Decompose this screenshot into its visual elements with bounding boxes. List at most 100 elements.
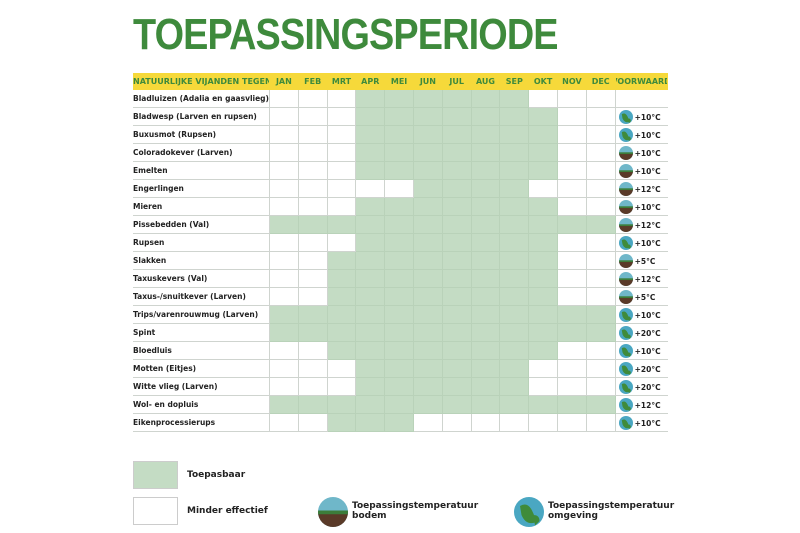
cell-applicable bbox=[385, 234, 414, 252]
cell-applicable bbox=[586, 306, 616, 324]
cell-applicable bbox=[500, 162, 530, 180]
cell-applicable bbox=[529, 324, 558, 342]
cell-applicable bbox=[471, 234, 501, 252]
cell-less-effective bbox=[270, 198, 299, 216]
icon-bodem bbox=[618, 218, 633, 232]
icon-bodem bbox=[318, 497, 348, 527]
cell-applicable bbox=[442, 252, 472, 270]
row-name: Buxusmot (Rupsen) bbox=[133, 126, 270, 144]
cell-less-effective bbox=[270, 288, 299, 306]
cell-less-effective bbox=[327, 234, 357, 252]
cell-applicable bbox=[586, 324, 616, 342]
cell-applicable bbox=[442, 234, 472, 252]
cell-less-effective bbox=[298, 378, 328, 396]
cell-less-effective bbox=[298, 288, 328, 306]
row-name: Mieren bbox=[133, 198, 270, 216]
row-name: Bloedluis bbox=[133, 342, 270, 360]
cell-less-effective bbox=[586, 198, 616, 216]
cell-applicable bbox=[356, 378, 386, 396]
cell-less-effective bbox=[558, 342, 587, 360]
cell-applicable bbox=[385, 270, 414, 288]
cell-applicable bbox=[442, 378, 472, 396]
cell-applicable bbox=[471, 270, 501, 288]
cell-less-effective bbox=[558, 360, 587, 378]
temperature: +12°C bbox=[634, 184, 661, 194]
cell-less-effective bbox=[270, 234, 299, 252]
cell-applicable bbox=[327, 306, 357, 324]
legend-text: Minder effectief bbox=[187, 506, 268, 516]
header-cell: MRT bbox=[327, 73, 357, 90]
cell-applicable bbox=[414, 144, 443, 162]
cell-applicable bbox=[471, 90, 501, 108]
cell-applicable bbox=[500, 306, 530, 324]
header-cell: JAN bbox=[270, 73, 299, 90]
cell-applicable bbox=[385, 108, 414, 126]
cell-applicable bbox=[471, 126, 501, 144]
condition-cell bbox=[615, 144, 668, 162]
cell-applicable bbox=[471, 288, 501, 306]
cell-applicable bbox=[529, 234, 558, 252]
cell-applicable bbox=[356, 288, 386, 306]
cell-less-effective bbox=[327, 144, 357, 162]
cell-applicable bbox=[414, 162, 443, 180]
cell-applicable bbox=[385, 396, 414, 414]
condition-cell bbox=[615, 396, 668, 414]
condition-cell bbox=[615, 270, 668, 288]
cell-applicable bbox=[385, 378, 414, 396]
cell-applicable bbox=[500, 288, 530, 306]
cell-less-effective bbox=[298, 360, 328, 378]
cell-less-effective bbox=[586, 378, 616, 396]
cell-less-effective bbox=[558, 126, 587, 144]
cell-less-effective bbox=[270, 126, 299, 144]
icon-bodem bbox=[618, 254, 633, 268]
cell-less-effective bbox=[529, 360, 558, 378]
cell-less-effective bbox=[298, 414, 328, 432]
icon-omgeving bbox=[618, 326, 633, 340]
icon-omgeving bbox=[618, 308, 633, 322]
cell-less-effective bbox=[586, 144, 616, 162]
header-cell: VOORWAARD bbox=[615, 73, 668, 90]
cell-applicable bbox=[471, 396, 501, 414]
header-cell: JUN bbox=[414, 73, 443, 90]
header-cell: JUL bbox=[442, 73, 472, 90]
cell-less-effective bbox=[558, 234, 587, 252]
icon-omgeving bbox=[618, 362, 633, 376]
cell-applicable bbox=[442, 108, 472, 126]
condition-cell bbox=[615, 198, 668, 216]
cell-applicable bbox=[442, 324, 472, 342]
condition-cell bbox=[615, 180, 668, 198]
cell-less-effective bbox=[327, 90, 357, 108]
cell-applicable bbox=[471, 252, 501, 270]
cell-less-effective bbox=[270, 162, 299, 180]
condition-cell bbox=[615, 324, 668, 342]
cell-applicable bbox=[356, 270, 386, 288]
cell-applicable bbox=[385, 216, 414, 234]
cell-applicable bbox=[529, 108, 558, 126]
cell-applicable bbox=[327, 216, 357, 234]
cell-less-effective bbox=[270, 270, 299, 288]
cell-less-effective bbox=[586, 288, 616, 306]
cell-applicable bbox=[298, 306, 328, 324]
cell-applicable bbox=[500, 180, 530, 198]
cell-less-effective bbox=[327, 108, 357, 126]
cell-applicable bbox=[327, 324, 357, 342]
cell-less-effective bbox=[270, 360, 299, 378]
cell-less-effective bbox=[558, 288, 587, 306]
cell-applicable bbox=[586, 396, 616, 414]
condition-cell bbox=[615, 252, 668, 270]
icon-bodem bbox=[618, 272, 633, 286]
temperature: +10°C bbox=[634, 112, 661, 122]
cell-applicable bbox=[414, 216, 443, 234]
cell-less-effective bbox=[500, 414, 530, 432]
condition-cell bbox=[615, 414, 668, 432]
cell-less-effective bbox=[298, 144, 328, 162]
icon-omgeving bbox=[618, 110, 633, 124]
cell-applicable bbox=[385, 162, 414, 180]
cell-less-effective bbox=[529, 414, 558, 432]
cell-less-effective bbox=[529, 378, 558, 396]
cell-applicable bbox=[356, 198, 386, 216]
cell-less-effective bbox=[586, 180, 616, 198]
cell-applicable bbox=[471, 162, 501, 180]
cell-applicable bbox=[385, 288, 414, 306]
